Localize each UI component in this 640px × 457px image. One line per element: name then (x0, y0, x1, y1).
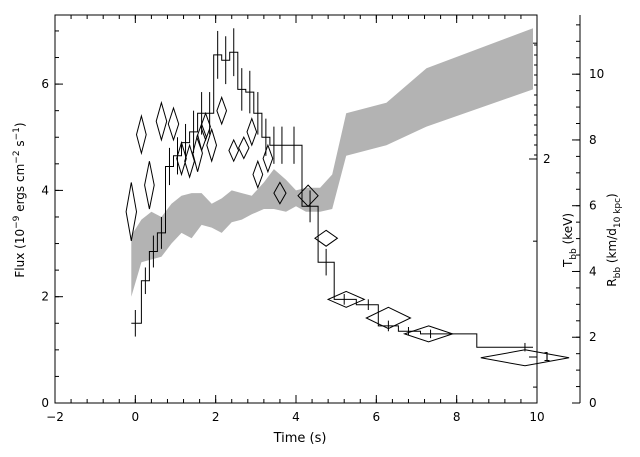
left-tick-label: 6 (41, 77, 49, 91)
temperature-diamond (216, 95, 228, 126)
temp-tick-label: 2 (543, 152, 551, 166)
temperature-diamond (297, 184, 319, 208)
temperature-diamond (480, 349, 570, 367)
outer-right-axis-label: Rbb (km/d10 kpc) (605, 193, 623, 286)
x-tick-label: 0 (132, 410, 140, 424)
temperature-diamonds-layer (125, 95, 570, 367)
temp-tick-label: 1 (543, 350, 551, 364)
left-tick-label: 0 (41, 396, 49, 410)
temperature-diamond (262, 143, 274, 174)
temperature-diamond (273, 181, 287, 205)
x-tick-label: −2 (46, 410, 64, 424)
temperature-diamond (326, 290, 366, 308)
radius-tick-label: 10 (589, 67, 604, 81)
radius-tick-label: 6 (589, 199, 597, 213)
x-tick-label: 8 (453, 410, 461, 424)
x-tick-label: 10 (529, 410, 544, 424)
temperature-diamond (314, 229, 339, 247)
temperature-diamond (402, 325, 455, 343)
radius-band-layer (131, 28, 534, 297)
temperature-diamond (238, 136, 250, 160)
temperature-diamond (125, 182, 138, 241)
flux-histogram-layer (131, 51, 533, 348)
temperature-diamond (135, 114, 147, 156)
x-tick-label: 4 (292, 410, 300, 424)
x-tick-label: 6 (373, 410, 381, 424)
temperature-diamond (167, 106, 180, 142)
temperature-diamond (228, 138, 240, 163)
temperature-diamond (184, 143, 195, 179)
radius-tick-label: 2 (589, 330, 597, 344)
radius-band (131, 28, 534, 297)
temperature-diamond (176, 140, 187, 177)
temperature-diamond (246, 117, 258, 147)
left-axis-label: Flux (10−9 ergs cm−2 s−1) (12, 122, 27, 277)
radius-tick-label: 0 (589, 396, 597, 410)
temperature-diamond (365, 306, 412, 330)
left-tick-label: 2 (41, 290, 49, 304)
x-axis-label: Time (s) (273, 431, 327, 446)
x-tick-label: 2 (212, 410, 220, 424)
temperature-diamond (206, 127, 218, 163)
flux-histogram-line (131, 51, 533, 348)
radius-tick-label: 4 (589, 264, 597, 278)
temperature-diamond (144, 161, 155, 210)
temperature-diamond (155, 100, 168, 142)
radius-tick-label: 8 (589, 133, 597, 147)
inner-right-axis-label: Tbb (keV) (561, 213, 579, 268)
temperature-diamond (196, 122, 207, 152)
left-tick-label: 4 (41, 183, 49, 197)
temperature-diamond (252, 159, 264, 190)
